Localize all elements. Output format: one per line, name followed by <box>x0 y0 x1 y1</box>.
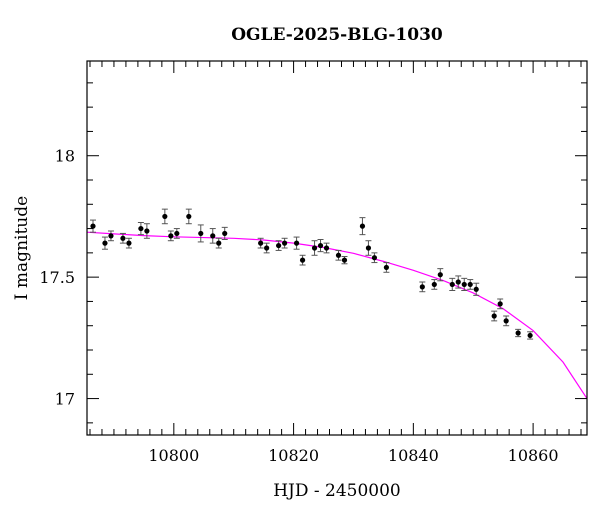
data-point <box>503 318 509 324</box>
y-tick-label: 18 <box>55 147 75 166</box>
x-tick-label: 10820 <box>268 446 319 465</box>
data-point <box>497 301 503 307</box>
data-point <box>299 257 306 263</box>
data-point <box>527 332 533 339</box>
y-axis-label: I magnitude <box>12 196 32 300</box>
data-point <box>437 272 443 278</box>
data-point <box>222 230 228 237</box>
data-point <box>120 235 126 241</box>
data-point <box>455 279 461 285</box>
data-point <box>359 223 366 229</box>
data-point <box>317 242 324 249</box>
data-point <box>198 230 204 237</box>
data-point <box>144 228 150 234</box>
data-point <box>282 240 288 246</box>
data-point <box>174 230 180 237</box>
data-point <box>461 281 467 288</box>
data-point <box>335 252 342 258</box>
data-point <box>258 240 264 246</box>
data-point <box>323 245 330 251</box>
data-point <box>311 245 318 251</box>
data-point <box>449 281 455 288</box>
data-point <box>431 281 437 288</box>
y-tick-label: 17.5 <box>39 268 75 287</box>
data-point <box>210 233 216 239</box>
data-point <box>293 240 300 246</box>
x-tick-label: 10800 <box>148 446 199 465</box>
data-point <box>371 255 378 261</box>
data-point <box>186 213 192 220</box>
x-tick-label: 10840 <box>388 446 439 465</box>
data-point <box>216 240 222 246</box>
data-point <box>419 284 425 290</box>
data-point <box>491 313 497 319</box>
data-point <box>126 240 132 246</box>
data-point <box>162 213 168 220</box>
data-point <box>108 233 114 239</box>
data-point <box>467 281 473 288</box>
data-point <box>90 223 96 229</box>
data-point <box>264 245 270 251</box>
data-point <box>515 330 521 336</box>
data-point <box>473 286 479 292</box>
data-point <box>138 225 144 232</box>
x-axis-label: HJD - 2450000 <box>273 481 401 501</box>
data-point <box>102 240 108 246</box>
data-point <box>341 257 348 263</box>
chart-title: OGLE-2025-BLG-1030 <box>231 25 443 45</box>
x-tick-label: 10860 <box>508 446 559 465</box>
data-point <box>168 233 174 239</box>
data-point <box>365 245 372 251</box>
data-point <box>276 242 282 249</box>
data-point <box>383 264 390 271</box>
plot-frame <box>86 60 588 436</box>
y-tick-label: 17 <box>55 390 75 409</box>
